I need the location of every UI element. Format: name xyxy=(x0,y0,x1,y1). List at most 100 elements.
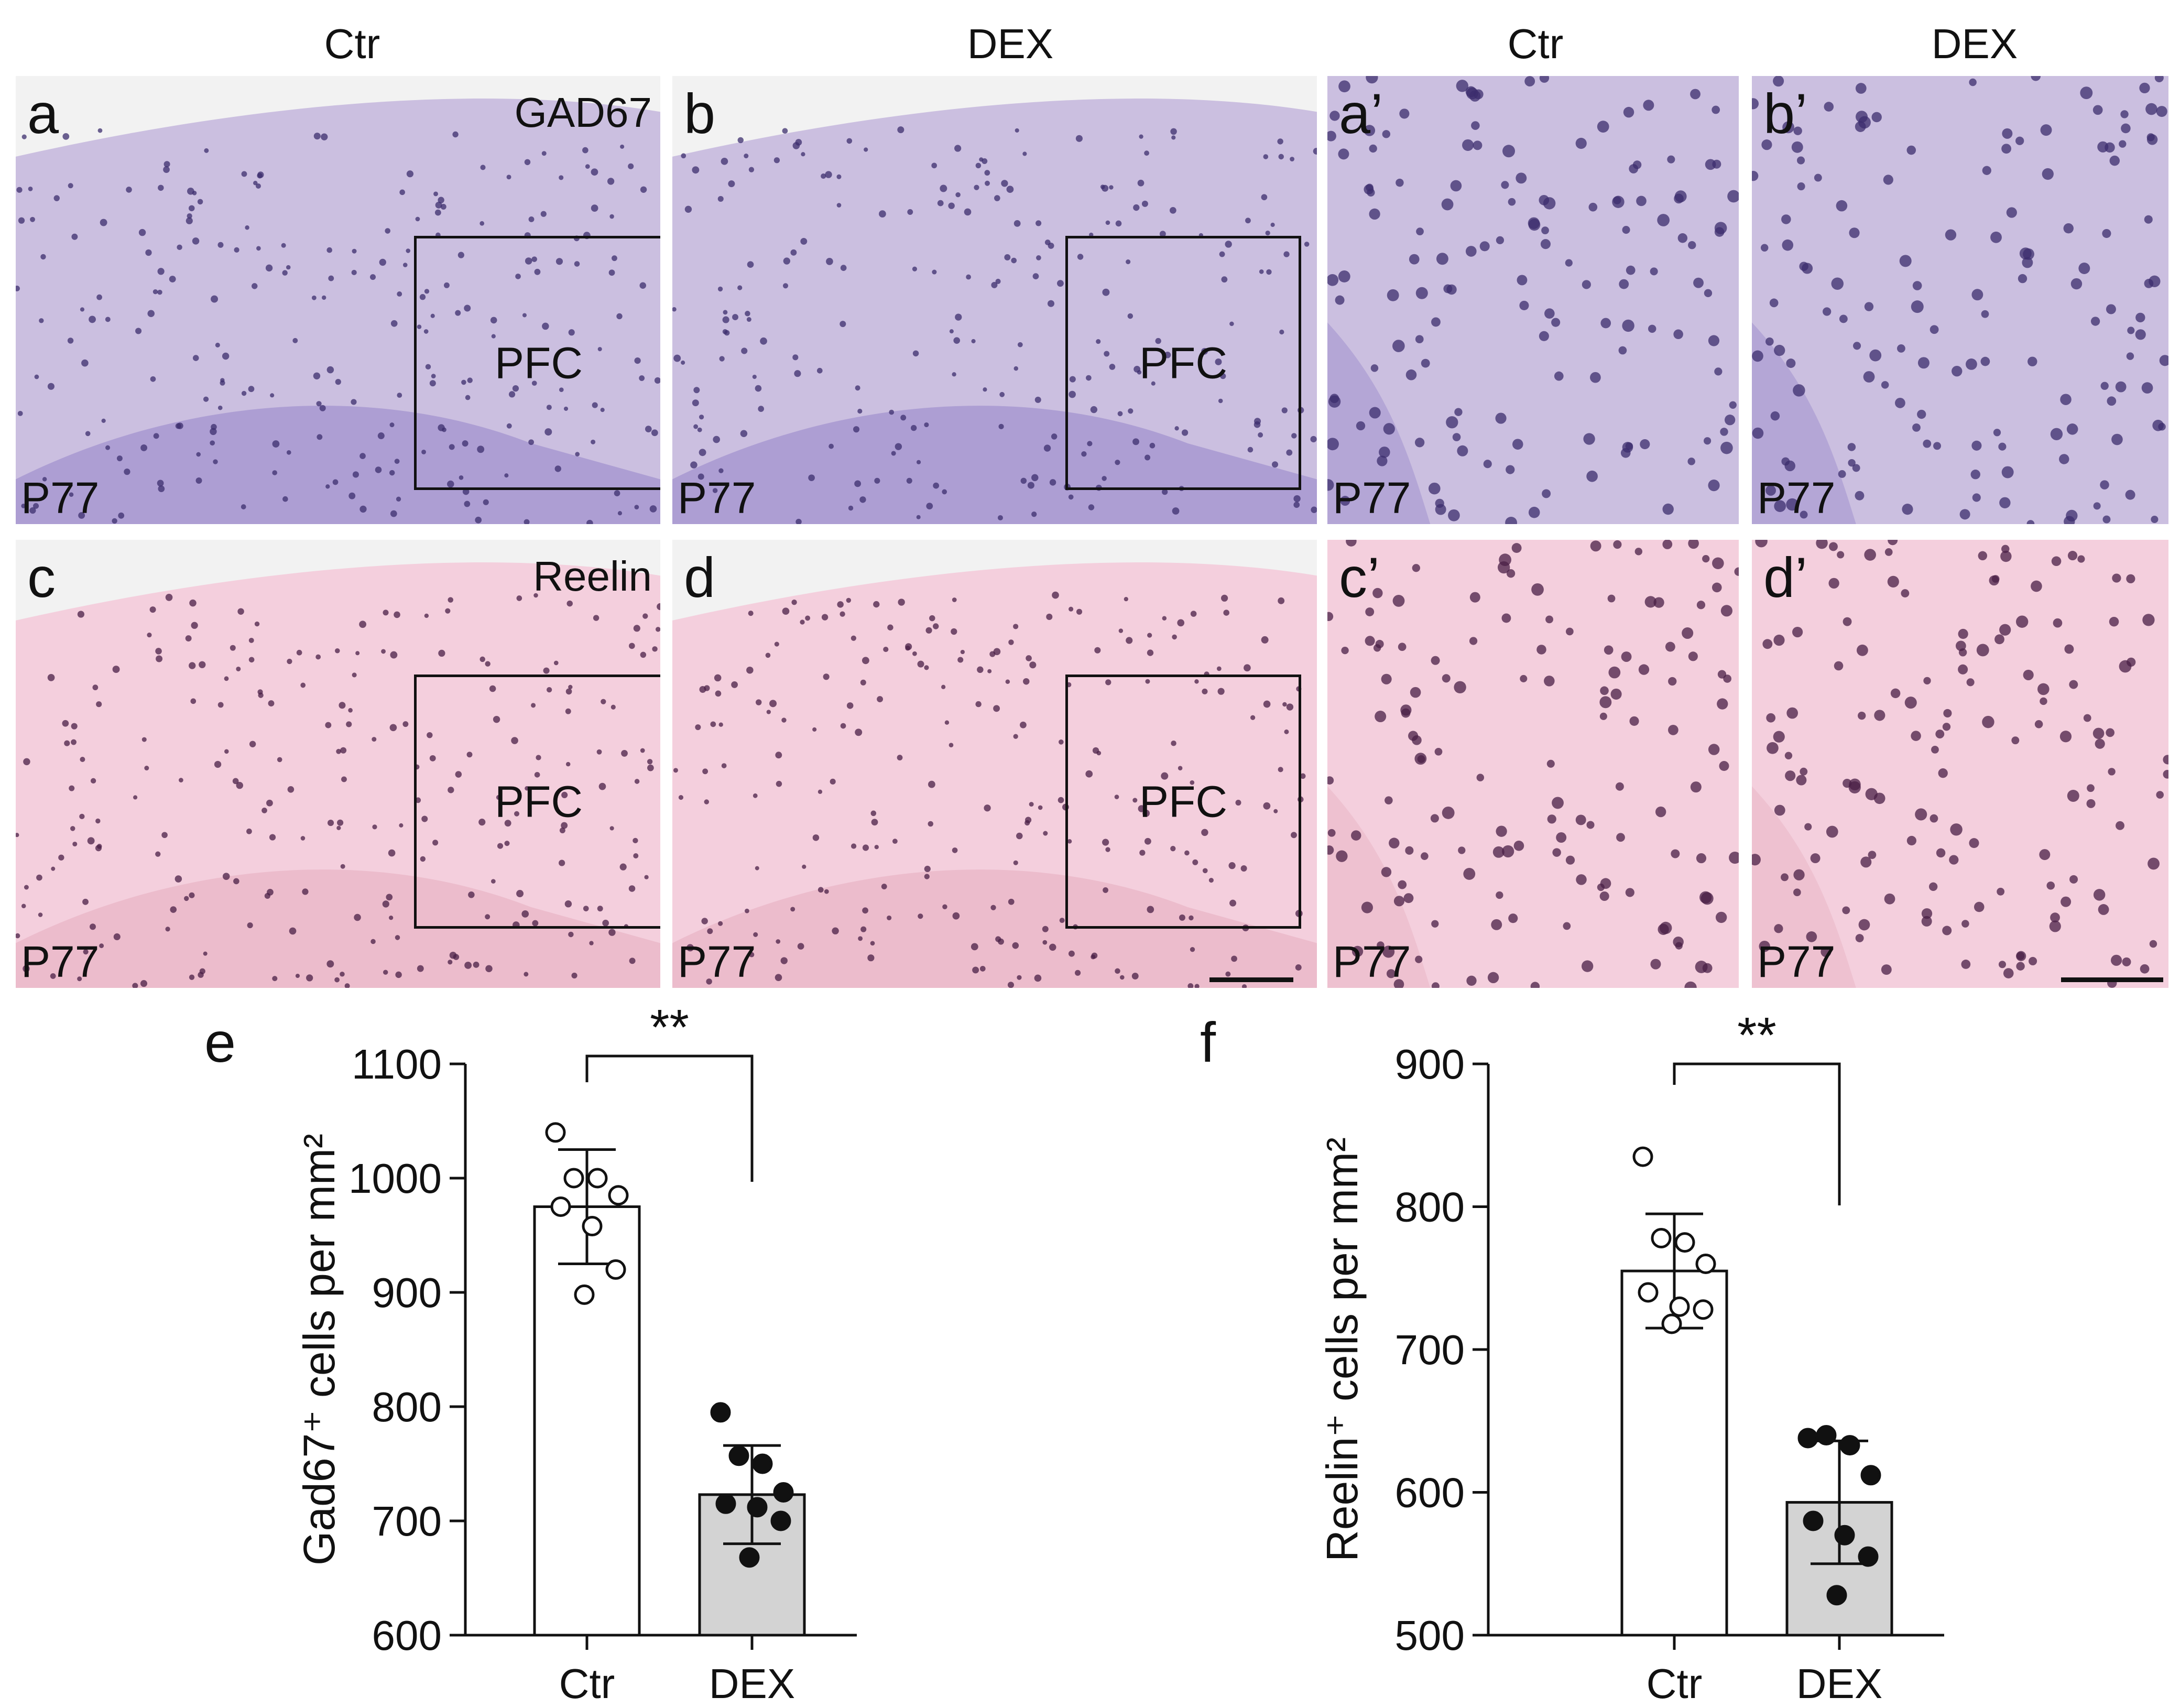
stained-cell xyxy=(1247,447,1254,453)
stained-cell xyxy=(1496,236,1505,244)
stained-cell xyxy=(1781,873,1789,882)
stained-cell xyxy=(359,621,366,628)
stained-cell xyxy=(755,866,759,871)
stained-cell xyxy=(1662,540,1673,549)
stained-cell xyxy=(1852,464,1860,472)
stained-cell xyxy=(1284,729,1289,734)
stained-cell xyxy=(1392,340,1405,352)
data-point xyxy=(1816,1425,1837,1445)
stained-cell xyxy=(715,690,722,697)
stained-cell xyxy=(2090,317,2100,326)
stained-cell xyxy=(951,628,957,635)
stained-cell xyxy=(344,983,350,988)
stained-cell xyxy=(447,480,454,488)
stained-cell xyxy=(749,952,755,958)
stained-cell xyxy=(2144,215,2153,224)
stained-cell xyxy=(1029,661,1037,669)
y-tick-label: 700 xyxy=(372,1498,442,1544)
stained-cell xyxy=(313,372,321,379)
stained-cell xyxy=(1412,735,1422,745)
stained-cell xyxy=(591,439,596,444)
stained-cell xyxy=(997,515,1003,520)
stained-cell xyxy=(420,856,426,862)
stained-cell xyxy=(359,505,367,513)
stained-cell xyxy=(1856,644,1868,656)
stained-cell xyxy=(1607,594,1616,603)
stained-cell xyxy=(1539,195,1550,205)
stained-cell xyxy=(1403,893,1414,904)
stained-cell xyxy=(516,595,522,601)
stained-cell xyxy=(1755,540,1768,548)
stained-cell xyxy=(1006,186,1014,193)
stained-cell xyxy=(1417,755,1425,763)
stained-cell xyxy=(1405,846,1414,855)
stained-cell xyxy=(1752,427,1764,439)
data-point xyxy=(587,1168,608,1189)
stained-cell xyxy=(748,611,754,616)
stained-cell xyxy=(1201,829,1208,836)
stained-cell xyxy=(1673,329,1683,340)
stained-cell xyxy=(489,685,496,692)
stained-cell xyxy=(1452,433,1461,441)
stained-cell xyxy=(713,436,721,443)
stained-cell xyxy=(1499,553,1511,567)
data-point xyxy=(1661,1313,1682,1334)
stained-cell xyxy=(1930,814,1938,823)
stained-cell xyxy=(296,649,302,656)
stained-cell xyxy=(829,443,834,449)
stained-cell xyxy=(952,597,957,602)
stained-cell xyxy=(1047,300,1055,307)
stained-cell xyxy=(319,405,326,411)
stained-cell xyxy=(776,939,781,944)
stained-cell xyxy=(984,170,990,176)
stained-cell xyxy=(867,954,875,962)
stained-cell xyxy=(1327,776,1334,785)
stained-cell xyxy=(1036,255,1041,260)
stained-cell xyxy=(2040,124,2052,136)
stained-cell xyxy=(215,342,220,348)
stained-cell xyxy=(1377,941,1385,949)
stained-cell xyxy=(417,965,424,972)
stained-cell xyxy=(282,496,288,502)
stained-cell xyxy=(232,778,239,785)
stained-cell xyxy=(1036,220,1042,226)
stained-cell xyxy=(925,627,932,634)
stained-cell xyxy=(485,661,490,667)
chart-letter-e: e xyxy=(204,1010,236,1074)
stained-cell xyxy=(1295,964,1302,971)
stained-cell xyxy=(1520,675,1528,682)
micrograph-panel-c-prime: c’ P77 xyxy=(1327,540,1739,988)
stained-cell xyxy=(1517,275,1528,286)
stained-cell xyxy=(741,347,748,354)
stained-cell xyxy=(597,347,602,352)
stained-cell xyxy=(971,943,978,951)
stained-cell xyxy=(1544,676,1555,687)
stained-cell xyxy=(1187,983,1194,988)
stained-cell xyxy=(1281,407,1288,414)
stained-cell xyxy=(359,453,366,459)
stained-cell xyxy=(1966,678,1975,687)
stained-cell xyxy=(596,749,602,755)
stained-cell xyxy=(1382,130,1391,138)
stained-cell xyxy=(504,841,510,846)
stained-cell xyxy=(1164,352,1171,358)
stained-cell xyxy=(399,823,404,828)
stained-cell xyxy=(707,928,713,934)
stained-cell xyxy=(593,615,600,621)
stained-cell xyxy=(1377,455,1388,466)
stained-cell xyxy=(1327,274,1339,286)
stained-cell xyxy=(1729,852,1739,864)
stained-cell xyxy=(832,927,839,934)
stained-cell xyxy=(607,178,615,185)
stained-cell xyxy=(755,385,762,392)
stained-cell xyxy=(609,214,614,219)
stained-cell xyxy=(1491,919,1502,930)
stained-cell xyxy=(2142,614,2155,626)
stained-cell xyxy=(1858,116,1871,129)
stained-cell xyxy=(895,443,902,450)
stained-cell xyxy=(1023,678,1030,685)
stained-cell xyxy=(774,641,779,647)
stained-cell xyxy=(782,607,790,615)
stained-cell xyxy=(1961,920,1969,928)
stained-cell xyxy=(236,666,241,671)
